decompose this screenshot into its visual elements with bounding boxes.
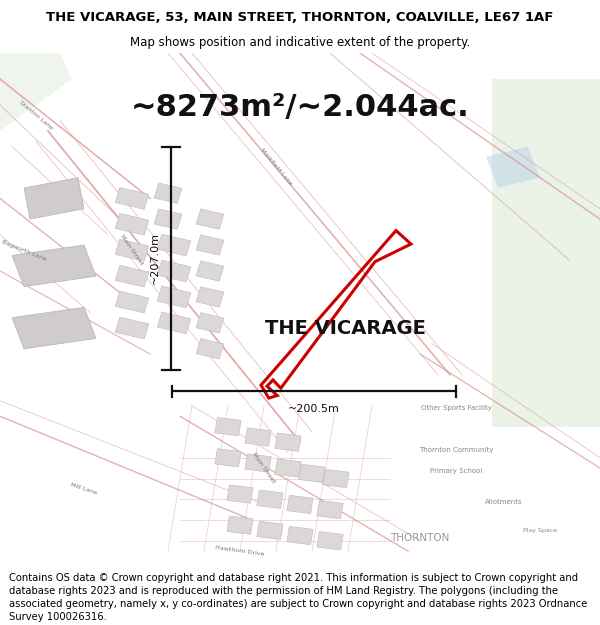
Text: THORNTON: THORNTON xyxy=(391,533,449,543)
Polygon shape xyxy=(275,433,301,451)
Polygon shape xyxy=(157,234,191,256)
Polygon shape xyxy=(245,428,271,446)
Polygon shape xyxy=(227,516,253,534)
Polygon shape xyxy=(157,260,191,282)
Text: Mill Lane: Mill Lane xyxy=(70,482,98,496)
Polygon shape xyxy=(12,308,96,349)
Text: ~207.0m: ~207.0m xyxy=(150,232,160,284)
Polygon shape xyxy=(157,286,191,308)
Text: Markfield Lane: Markfield Lane xyxy=(259,148,293,187)
Text: Hawthorn Drive: Hawthorn Drive xyxy=(215,545,265,557)
Polygon shape xyxy=(154,209,182,229)
Polygon shape xyxy=(157,312,191,334)
Polygon shape xyxy=(196,261,224,281)
Text: Allotments: Allotments xyxy=(485,499,523,505)
Polygon shape xyxy=(196,209,224,229)
Polygon shape xyxy=(115,188,149,209)
Polygon shape xyxy=(323,469,349,488)
Text: Map shows position and indicative extent of the property.: Map shows position and indicative extent… xyxy=(130,36,470,49)
Polygon shape xyxy=(154,183,182,203)
Text: Stanton Lane: Stanton Lane xyxy=(19,100,53,131)
Text: ~200.5m: ~200.5m xyxy=(288,404,340,414)
Polygon shape xyxy=(227,485,253,503)
Polygon shape xyxy=(115,214,149,235)
Polygon shape xyxy=(115,266,149,287)
Polygon shape xyxy=(12,245,96,286)
Text: Primary School: Primary School xyxy=(430,468,482,474)
Text: ~8273m²/~2.044ac.: ~8273m²/~2.044ac. xyxy=(131,93,469,122)
Polygon shape xyxy=(257,521,283,539)
Text: Play Space: Play Space xyxy=(523,528,557,533)
Text: Main Street: Main Street xyxy=(251,452,277,484)
Text: Other Sports Facility: Other Sports Facility xyxy=(421,406,491,411)
Text: THE VICARAGE, 53, MAIN STREET, THORNTON, COALVILLE, LE67 1AF: THE VICARAGE, 53, MAIN STREET, THORNTON,… xyxy=(46,11,554,24)
Polygon shape xyxy=(115,318,149,339)
Polygon shape xyxy=(115,239,149,261)
Text: THE VICARAGE: THE VICARAGE xyxy=(265,319,425,338)
Polygon shape xyxy=(275,459,301,478)
Polygon shape xyxy=(287,526,313,545)
Text: Main Street: Main Street xyxy=(119,234,145,266)
Polygon shape xyxy=(196,339,224,359)
Polygon shape xyxy=(24,177,84,219)
Polygon shape xyxy=(0,53,72,131)
Text: Bagworth Lane: Bagworth Lane xyxy=(1,239,47,261)
Text: Thornton Community: Thornton Community xyxy=(419,447,493,453)
Polygon shape xyxy=(317,532,343,550)
Text: Contains OS data © Crown copyright and database right 2021. This information is : Contains OS data © Crown copyright and d… xyxy=(9,574,587,622)
Polygon shape xyxy=(299,464,325,482)
Polygon shape xyxy=(245,454,271,472)
Polygon shape xyxy=(317,501,343,519)
Polygon shape xyxy=(486,146,540,188)
Polygon shape xyxy=(215,449,241,467)
Polygon shape xyxy=(215,418,241,436)
Polygon shape xyxy=(115,291,149,313)
Polygon shape xyxy=(287,495,313,514)
Polygon shape xyxy=(492,79,600,427)
Polygon shape xyxy=(196,312,224,333)
Polygon shape xyxy=(257,490,283,508)
Polygon shape xyxy=(196,287,224,307)
Polygon shape xyxy=(196,235,224,255)
